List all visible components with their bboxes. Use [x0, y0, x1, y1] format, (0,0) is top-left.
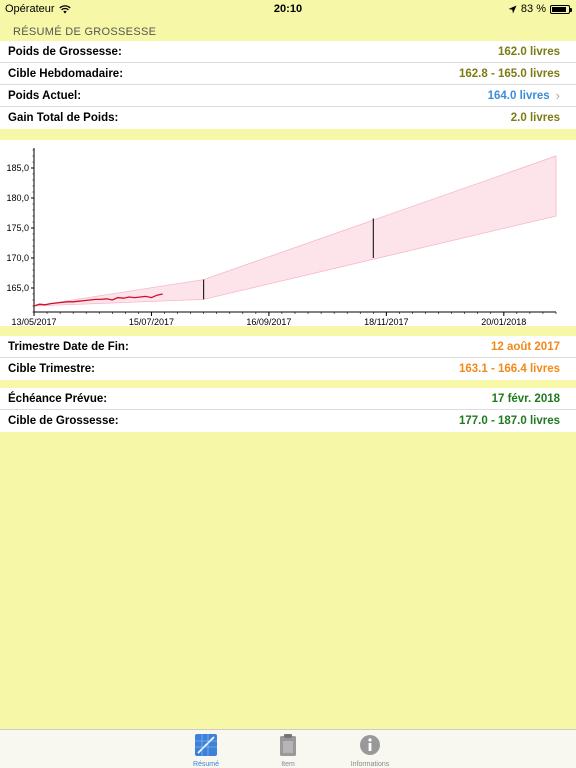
chart-icon: [195, 734, 217, 756]
battery-icon: [550, 4, 572, 14]
row-value: 2.0 livres: [510, 112, 560, 124]
y-tick-label: 175,0: [6, 223, 29, 233]
clipboard-icon: [280, 734, 296, 756]
row-value: 164.0 livres: [487, 89, 550, 102]
summary-group: Poids de Grossesse: 162.0 livres Cible H…: [0, 41, 576, 129]
tab-bar: Résumé Item Informations: [0, 729, 576, 768]
trimester-group: Trimestre Date de Fin: 12 août 2017 Cibl…: [0, 336, 576, 380]
tab-label: Informations: [350, 761, 390, 768]
clock: 20:10: [273, 3, 303, 15]
x-tick-label: 15/07/2017: [129, 317, 174, 326]
pregnancy-target-row: Cible de Grossesse: 177.0 - 187.0 livres: [0, 410, 576, 432]
weight-series-line: [33, 293, 163, 307]
row-value: 177.0 - 187.0 livres: [458, 415, 560, 427]
trimester-end-row: Trimestre Date de Fin: 12 août 2017: [0, 336, 576, 358]
trimester-target-row: Cible Trimestre: 163.1 - 166.4 livres: [0, 358, 576, 380]
status-right: 83 %: [508, 3, 572, 15]
wifi-icon: [58, 4, 71, 13]
x-tick-label: 20/01/2018: [481, 317, 526, 326]
weight-chart: 165,0 170,0 175,0 180,0 185,0 13/05/2017 15/07…: [0, 140, 576, 327]
location-arrow-icon: [508, 5, 517, 13]
carrier-label: Opérateur: [5, 3, 55, 15]
pregnancy-weight-row: Poids de Grossesse: 162.0 livres: [0, 41, 576, 63]
row-value-group: 164.0 livres ›: [488, 88, 560, 103]
weekly-target-row: Cible Hebdomadaire: 162.8 - 165.0 livres: [0, 63, 576, 85]
row-label: Poids de Grossesse:: [8, 45, 122, 58]
due-group: Échéance Prévue: 17 févr. 2018 Cible de …: [0, 388, 576, 432]
info-icon: [360, 735, 380, 755]
tab-resume[interactable]: Résumé: [176, 733, 236, 768]
x-tick-label: 16/09/2017: [246, 317, 291, 326]
chevron-right-icon: ›: [555, 88, 560, 103]
row-label: Trimestre Date de Fin:: [8, 340, 129, 353]
row-label: Échéance Prévue:: [8, 392, 108, 405]
row-value: 162.0 livres: [497, 45, 560, 58]
y-tick-label: 170,0: [6, 253, 29, 263]
row-label: Poids Actuel:: [8, 89, 82, 102]
target-band: [33, 155, 557, 307]
x-tick-label: 18/11/2017: [364, 317, 408, 326]
row-label: Cible Trimestre:: [8, 363, 95, 375]
weight-chart-svg: 165,0 170,0 175,0 180,0 185,0 13/05/2017 15/07…: [6, 148, 557, 327]
total-gain-row: Gain Total de Poids: 2.0 livres: [0, 107, 576, 129]
battery-percent: 83 %: [520, 3, 546, 15]
row-label: Cible de Grossesse:: [8, 415, 119, 427]
x-tick-label: 13/05/2017: [11, 317, 56, 326]
tab-label: Résumé: [192, 761, 220, 768]
tab-item[interactable]: Item: [258, 733, 318, 768]
status-bar: Opérateur 20:10 83 %: [0, 0, 576, 18]
row-label: Cible Hebdomadaire:: [8, 67, 124, 80]
row-value: 17 févr. 2018: [491, 392, 560, 405]
row-value: 12 août 2017: [490, 340, 560, 353]
row-label: Gain Total de Poids:: [8, 112, 119, 124]
due-date-row: Échéance Prévue: 17 févr. 2018: [0, 388, 576, 410]
section-title: RÉSUMÉ DE GROSSESSE: [13, 26, 157, 38]
y-tick-label: 180,0: [6, 193, 29, 203]
y-tick-label: 165,0: [6, 283, 29, 293]
carrier-group: Opérateur: [5, 3, 71, 15]
y-tick-label: 185,0: [6, 163, 29, 173]
tab-label: Item: [281, 761, 295, 768]
tab-informations[interactable]: Informations: [340, 733, 400, 768]
current-weight-row[interactable]: Poids Actuel: 164.0 livres ›: [0, 85, 576, 107]
row-value: 163.1 - 166.4 livres: [458, 363, 560, 375]
row-value: 162.8 - 165.0 livres: [458, 67, 560, 80]
